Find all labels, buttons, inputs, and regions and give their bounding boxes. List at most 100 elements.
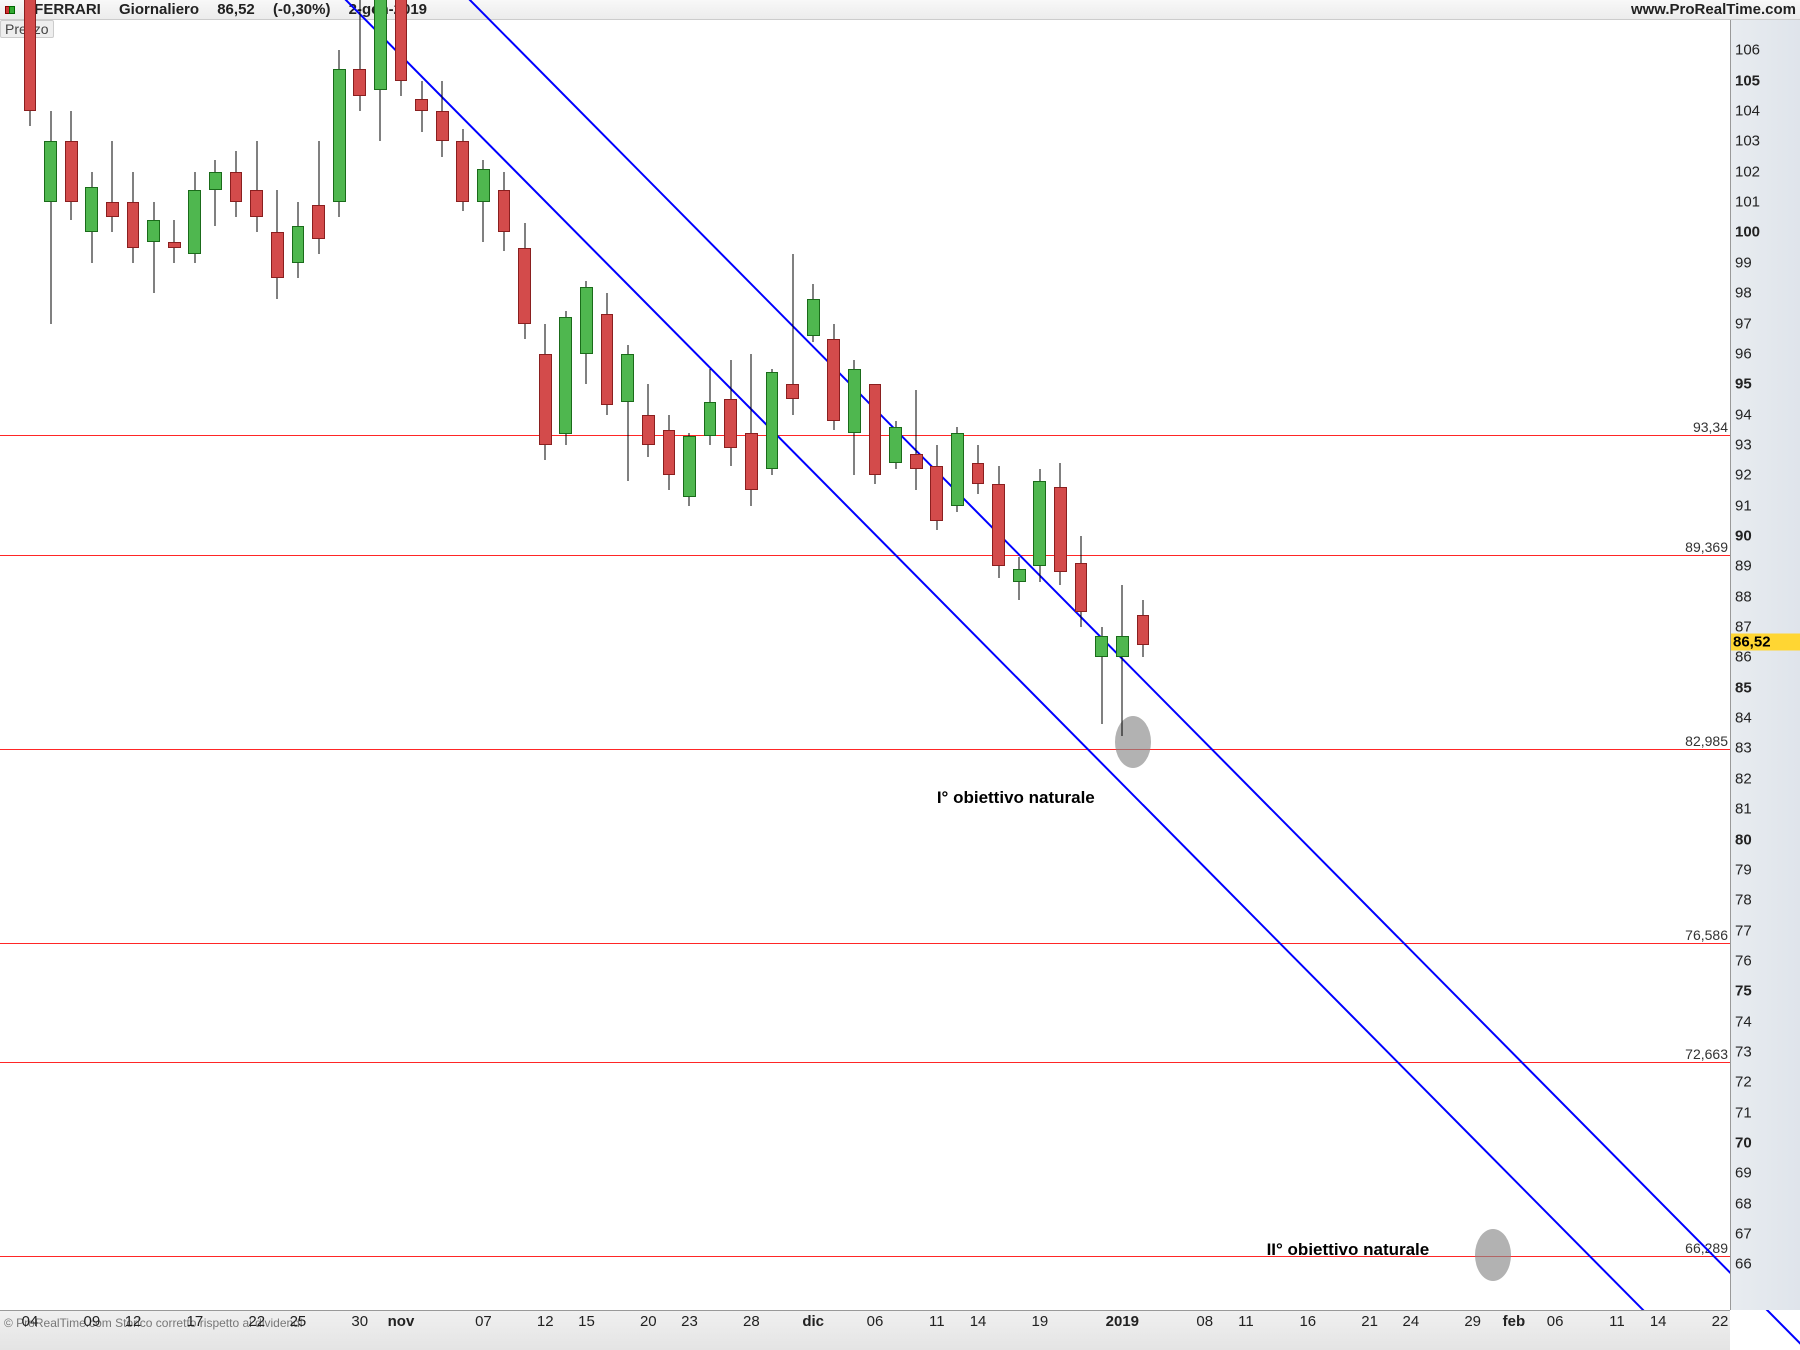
x-tick: 19 [1032, 1313, 1049, 1330]
candlestick[interactable] [292, 20, 305, 1310]
candlestick[interactable] [1137, 20, 1150, 1310]
y-tick: 67 [1735, 1226, 1752, 1243]
candlestick[interactable] [1054, 20, 1067, 1310]
candlestick[interactable] [271, 20, 284, 1310]
x-tick: 25 [290, 1313, 307, 1330]
candlestick[interactable] [436, 20, 449, 1310]
candlestick[interactable] [724, 20, 737, 1310]
candlestick[interactable] [704, 20, 717, 1310]
y-tick: 77 [1735, 922, 1752, 939]
candlestick[interactable] [745, 20, 758, 1310]
candlestick[interactable] [333, 20, 346, 1310]
y-tick: 103 [1735, 133, 1760, 150]
candlestick[interactable] [869, 20, 882, 1310]
candlestick[interactable] [374, 20, 387, 1310]
candlestick[interactable] [312, 20, 325, 1310]
x-tick: 28 [743, 1313, 760, 1330]
y-tick: 73 [1735, 1044, 1752, 1061]
candlestick[interactable] [44, 20, 57, 1310]
candlestick[interactable] [807, 20, 820, 1310]
candlestick[interactable] [1116, 20, 1129, 1310]
candlestick[interactable] [889, 20, 902, 1310]
y-tick: 68 [1735, 1195, 1752, 1212]
x-tick: 08 [1196, 1313, 1213, 1330]
x-tick: 15 [578, 1313, 595, 1330]
candlestick[interactable] [580, 20, 593, 1310]
candlestick[interactable] [498, 20, 511, 1310]
candlestick[interactable] [1013, 20, 1026, 1310]
candlestick[interactable] [188, 20, 201, 1310]
candlestick[interactable] [559, 20, 572, 1310]
x-tick: 09 [83, 1313, 100, 1330]
candlestick[interactable] [992, 20, 1005, 1310]
y-tick: 92 [1735, 467, 1752, 484]
candlestick[interactable] [663, 20, 676, 1310]
x-tick: 07 [475, 1313, 492, 1330]
candlestick[interactable] [230, 20, 243, 1310]
candlestick[interactable] [972, 20, 985, 1310]
candlestick[interactable] [85, 20, 98, 1310]
candlestick[interactable] [766, 20, 779, 1310]
y-tick: 95 [1735, 376, 1752, 393]
candlestick[interactable] [1075, 20, 1088, 1310]
x-tick: 11 [1238, 1313, 1254, 1330]
candlestick[interactable] [65, 20, 78, 1310]
candlestick[interactable] [951, 20, 964, 1310]
timeframe-label: Giornaliero [119, 1, 199, 18]
candlestick[interactable] [353, 20, 366, 1310]
y-tick: 99 [1735, 254, 1752, 271]
candlestick[interactable] [518, 20, 531, 1310]
candlestick[interactable] [786, 20, 799, 1310]
y-tick: 89 [1735, 558, 1752, 575]
candlestick[interactable] [168, 20, 181, 1310]
candlestick[interactable] [395, 20, 408, 1310]
candlestick[interactable] [106, 20, 119, 1310]
chart-plot-area[interactable]: 93,3489,36982,98576,58672,66366,289I° ob… [0, 20, 1730, 1310]
y-tick: 94 [1735, 406, 1752, 423]
candlestick[interactable] [415, 20, 428, 1310]
y-tick: 97 [1735, 315, 1752, 332]
candlestick[interactable] [683, 20, 696, 1310]
x-tick: 14 [1650, 1313, 1667, 1330]
horizontal-level-label: 93,34 [1693, 419, 1728, 435]
x-tick: nov [388, 1313, 415, 1330]
candlestick[interactable] [642, 20, 655, 1310]
candlestick[interactable] [1033, 20, 1046, 1310]
candlestick[interactable] [209, 20, 222, 1310]
candlestick[interactable] [910, 20, 923, 1310]
y-tick: 84 [1735, 710, 1752, 727]
x-tick: 04 [22, 1313, 39, 1330]
x-axis[interactable]: © ProRealTime.com Storico corretto rispe… [0, 1310, 1730, 1350]
target-ellipse[interactable] [1475, 1229, 1511, 1281]
candlestick[interactable] [24, 20, 37, 1310]
candlestick[interactable] [456, 20, 469, 1310]
chart-annotation: II° obiettivo naturale [1267, 1240, 1430, 1260]
candlestick[interactable] [848, 20, 861, 1310]
candlestick[interactable] [827, 20, 840, 1310]
x-tick: 24 [1403, 1313, 1420, 1330]
candlestick[interactable] [477, 20, 490, 1310]
candlestick[interactable] [539, 20, 552, 1310]
horizontal-level-label: 76,586 [1685, 927, 1728, 943]
chart-header: FERRARI Giornaliero 86,52 (-0,30%) 2-gen… [0, 0, 1800, 20]
x-tick: 11 [929, 1313, 945, 1330]
y-tick: 91 [1735, 497, 1752, 514]
chart-container: { "header": { "symbol": "FERRARI", "time… [0, 0, 1800, 1350]
y-tick: 105 [1735, 72, 1760, 89]
candlestick[interactable] [601, 20, 614, 1310]
y-tick: 80 [1735, 831, 1752, 848]
y-tick: 79 [1735, 861, 1752, 878]
y-axis[interactable]: 1061051041031021011009998979695949392919… [1730, 20, 1800, 1310]
candlestick[interactable] [621, 20, 634, 1310]
price-change: (-0,30%) [273, 1, 331, 18]
y-tick: 104 [1735, 103, 1760, 120]
candlestick[interactable] [930, 20, 943, 1310]
x-tick: 20 [640, 1313, 657, 1330]
candlestick[interactable] [250, 20, 263, 1310]
candlestick[interactable] [147, 20, 160, 1310]
y-tick: 66 [1735, 1256, 1752, 1273]
site-link[interactable]: www.ProRealTime.com [1631, 1, 1796, 18]
candlestick[interactable] [127, 20, 140, 1310]
horizontal-level-label: 89,369 [1685, 539, 1728, 555]
candlestick[interactable] [1095, 20, 1108, 1310]
